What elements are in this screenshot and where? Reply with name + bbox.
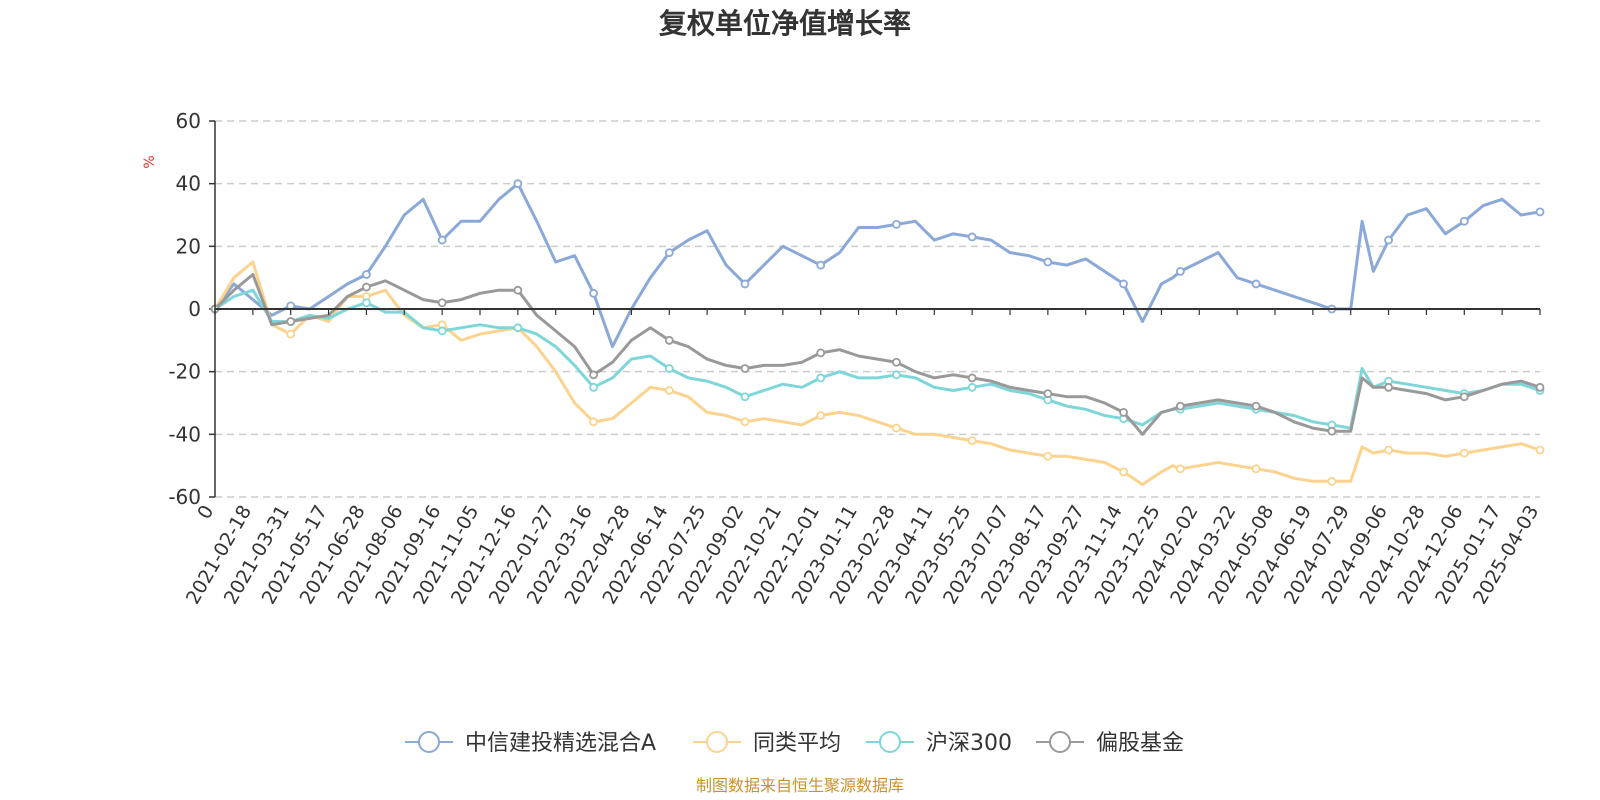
data-point	[1251, 401, 1261, 411]
data-point	[892, 370, 901, 380]
data-point	[286, 317, 296, 326]
data-point	[967, 436, 977, 446]
chart-title: 复权单位净值增长率	[659, 7, 911, 40]
data-point	[664, 364, 674, 373]
data-point	[589, 288, 598, 298]
legend-swatch-marker	[1049, 731, 1071, 753]
data-point	[967, 382, 977, 392]
legend[interactable]: 中信建投精选混合A 同类平均 沪深300 偏股基金	[405, 731, 1184, 756]
series-1	[210, 260, 1545, 486]
data-point	[740, 392, 750, 402]
data-point	[1119, 279, 1128, 289]
data-point	[362, 270, 371, 279]
data-point	[1384, 382, 1393, 392]
legend-label: 沪深300	[926, 731, 1012, 756]
data-point	[892, 357, 901, 367]
y-tick-label: 60	[176, 109, 201, 133]
data-point	[1251, 464, 1261, 474]
data-point	[437, 326, 447, 336]
data-point	[967, 373, 977, 383]
data-point	[286, 329, 296, 339]
data-point	[437, 235, 447, 245]
data-point	[816, 348, 826, 358]
legend-item[interactable]: 中信建投精选混合A	[405, 731, 656, 756]
data-point	[1043, 257, 1053, 267]
data-point	[1119, 467, 1128, 477]
data-point	[967, 232, 977, 242]
data-point	[513, 285, 523, 295]
data-point	[1459, 392, 1469, 402]
data-point	[1119, 407, 1128, 417]
y-axis-unit: %	[142, 155, 158, 168]
data-source-note: 制图数据来自恒生聚源数据库	[696, 776, 904, 795]
data-point	[740, 364, 750, 373]
data-point	[1043, 389, 1053, 399]
data-point	[1535, 207, 1545, 217]
legend-swatch-marker	[879, 731, 901, 753]
series-lines	[210, 179, 1545, 486]
y-tick-label: 40	[176, 172, 201, 196]
data-point	[892, 423, 901, 433]
y-tick-label: 0	[188, 297, 201, 321]
series-3	[210, 273, 1545, 436]
data-point	[513, 323, 523, 333]
data-point	[362, 282, 371, 292]
data-point	[437, 298, 447, 308]
data-point	[1384, 235, 1393, 245]
y-tick-label: -60	[168, 485, 201, 509]
data-point	[740, 417, 750, 427]
data-point	[816, 373, 826, 383]
data-point	[1175, 401, 1185, 411]
legend-item[interactable]: 同类平均	[693, 731, 841, 756]
y-tick-label: -40	[168, 422, 201, 446]
legend-swatch-marker	[706, 731, 728, 753]
data-point	[1327, 426, 1337, 436]
series-line	[213, 273, 1541, 436]
data-point	[362, 298, 371, 308]
legend-item[interactable]: 沪深300	[866, 731, 1012, 756]
data-point	[664, 335, 674, 345]
data-point	[1535, 445, 1545, 455]
legend-label: 偏股基金	[1096, 731, 1184, 756]
x-axis-ticks: 02021-02-182021-03-312021-05-172021-06-2…	[182, 309, 1543, 608]
data-point	[589, 382, 598, 392]
data-point	[892, 219, 901, 229]
legend-item[interactable]: 偏股基金	[1036, 731, 1184, 756]
data-point	[664, 386, 674, 395]
data-point	[1384, 445, 1393, 455]
y-tick-label: 20	[176, 234, 201, 258]
data-point	[816, 411, 826, 420]
axes	[214, 121, 1540, 497]
series-2	[210, 288, 1545, 430]
gridlines	[215, 120, 1540, 498]
data-point	[1327, 476, 1337, 486]
legend-swatch-marker	[418, 731, 440, 753]
y-tick-label: -20	[168, 360, 201, 384]
data-point	[1043, 451, 1053, 461]
data-point	[1535, 382, 1545, 392]
data-point	[664, 248, 674, 258]
data-point	[1251, 279, 1261, 289]
data-point	[740, 279, 750, 289]
legend-label: 中信建投精选混合A	[465, 731, 656, 756]
x-tick-label: 0	[193, 502, 218, 523]
data-point	[589, 417, 598, 427]
data-point	[1175, 464, 1185, 474]
legend-label: 同类平均	[753, 731, 841, 756]
data-point	[816, 260, 826, 270]
data-point	[589, 370, 598, 380]
y-axis-ticks: -60 -40 -20 0 20 40 60	[168, 109, 215, 509]
data-point	[1459, 216, 1469, 226]
data-point	[1459, 448, 1469, 458]
data-point	[513, 179, 523, 189]
data-point	[1175, 266, 1185, 276]
